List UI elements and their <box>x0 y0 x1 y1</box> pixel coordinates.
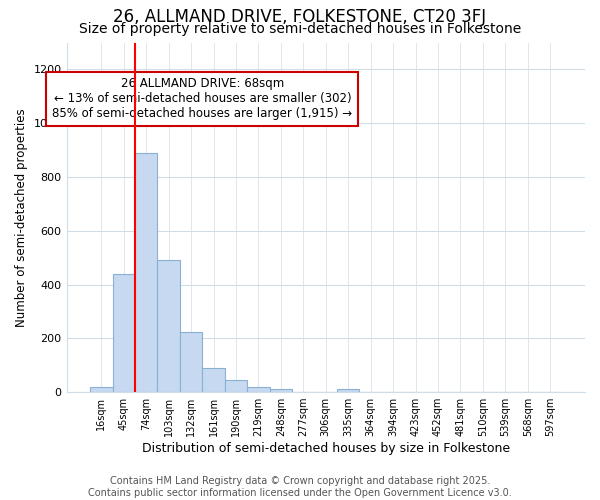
Bar <box>135 153 157 392</box>
Bar <box>337 390 359 392</box>
Bar <box>90 386 113 392</box>
Text: Size of property relative to semi-detached houses in Folkestone: Size of property relative to semi-detach… <box>79 22 521 36</box>
Bar <box>113 274 135 392</box>
Bar <box>157 260 180 392</box>
Bar <box>202 368 225 392</box>
Bar <box>269 390 292 392</box>
Text: 26, ALLMAND DRIVE, FOLKESTONE, CT20 3FJ: 26, ALLMAND DRIVE, FOLKESTONE, CT20 3FJ <box>113 8 487 26</box>
Bar <box>225 380 247 392</box>
Y-axis label: Number of semi-detached properties: Number of semi-detached properties <box>15 108 28 326</box>
Text: 26 ALLMAND DRIVE: 68sqm
← 13% of semi-detached houses are smaller (302)
85% of s: 26 ALLMAND DRIVE: 68sqm ← 13% of semi-de… <box>52 78 352 120</box>
Text: Contains HM Land Registry data © Crown copyright and database right 2025.
Contai: Contains HM Land Registry data © Crown c… <box>88 476 512 498</box>
X-axis label: Distribution of semi-detached houses by size in Folkestone: Distribution of semi-detached houses by … <box>142 442 510 455</box>
Bar <box>247 386 269 392</box>
Bar <box>180 332 202 392</box>
